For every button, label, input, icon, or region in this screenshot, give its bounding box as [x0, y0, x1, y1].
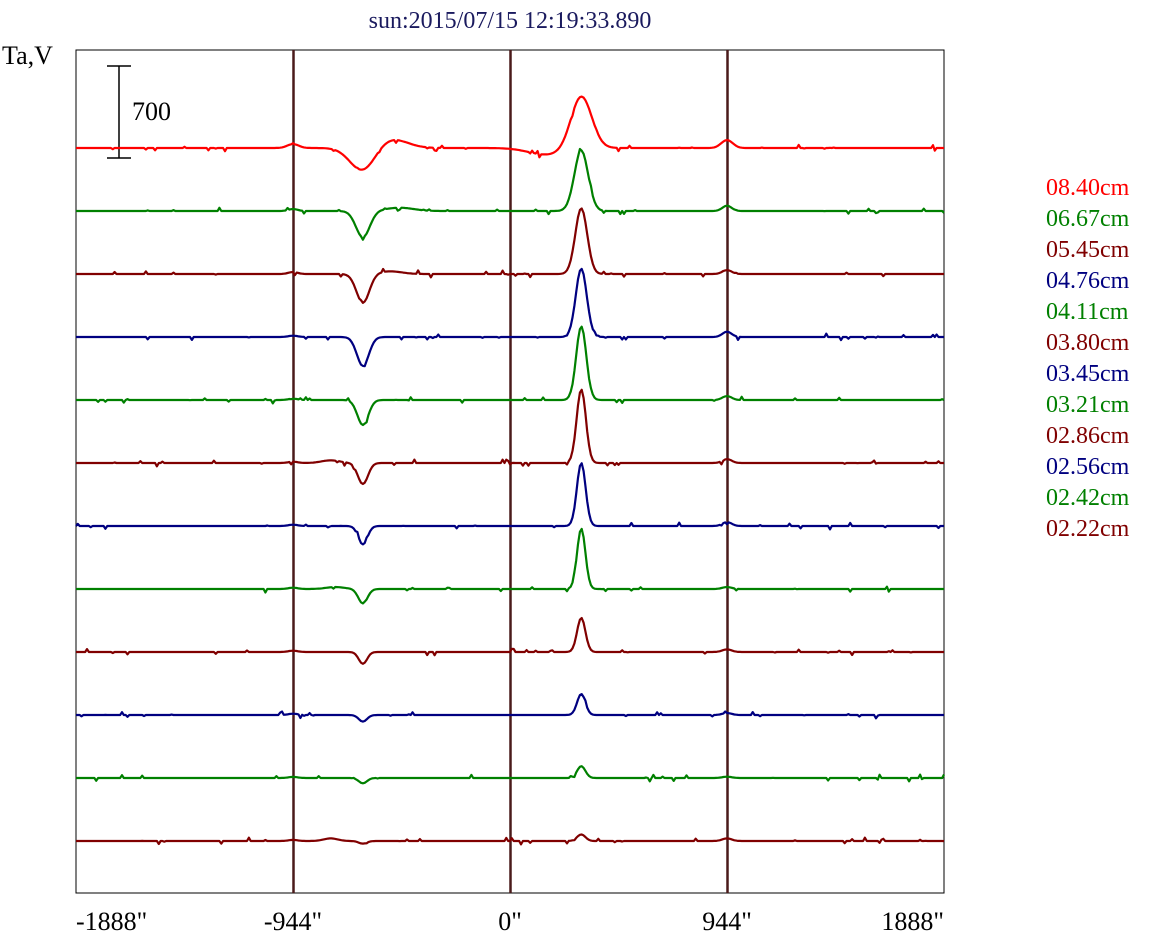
series-line-02.56cm [76, 692, 944, 723]
x-tick-label-1: -944" [264, 907, 322, 936]
legend-entry-06.67cm: 06.67cm [1046, 206, 1130, 232]
legend-entry-02.56cm: 02.56cm [1046, 454, 1130, 480]
scale-bar: 700 [107, 65, 171, 159]
scale-bar-label: 700 [132, 97, 171, 126]
vertical-markers [292, 50, 729, 893]
series-line-08.40cm [76, 95, 944, 171]
series-line-03.80cm [76, 388, 944, 486]
series-line-04.76cm [76, 267, 944, 368]
legend-entry-02.86cm: 02.86cm [1046, 423, 1130, 449]
legend-entry-03.21cm: 03.21cm [1046, 392, 1130, 418]
legend-entry-04.76cm: 04.76cm [1046, 268, 1130, 294]
legend-entry-04.11cm: 04.11cm [1046, 299, 1129, 325]
legend-entry-02.22cm: 02.22cm [1046, 516, 1130, 542]
legend-entry-02.42cm: 02.42cm [1046, 485, 1130, 511]
series-line-02.22cm [76, 833, 945, 846]
series-line-06.67cm [76, 147, 945, 241]
x-tick-label-3: 944" [702, 907, 752, 936]
legend-entry-05.45cm: 05.45cm [1046, 237, 1130, 263]
legend-entry-03.80cm: 03.80cm [1046, 330, 1130, 356]
chart-title: sun:2015/07/15 12:19:33.890 [369, 8, 652, 34]
x-tick-label-2: 0" [498, 907, 522, 936]
y-axis-label: Ta,V [2, 41, 53, 70]
series-line-02.86cm [76, 616, 944, 665]
legend-entry-03.45cm: 03.45cm [1046, 361, 1130, 387]
legend: 08.40cm 06.67cm 05.45cm 04.76cm 04.11cm 03.80… [1046, 175, 1130, 542]
series-line-04.11cm [76, 325, 945, 427]
series-line-03.21cm [76, 527, 944, 605]
x-axis-ticks: -1888" -944" 0" 944" 1888" [76, 907, 944, 936]
series-line-03.45cm [75, 462, 944, 546]
x-tick-label-4: 1888" [881, 907, 944, 936]
series-line-05.45cm [76, 207, 944, 304]
series-line-02.42cm [76, 765, 945, 785]
legend-entry-08.40cm: 08.40cm [1046, 175, 1130, 201]
x-tick-label-0: -1888" [76, 907, 147, 936]
series-group [75, 95, 945, 846]
